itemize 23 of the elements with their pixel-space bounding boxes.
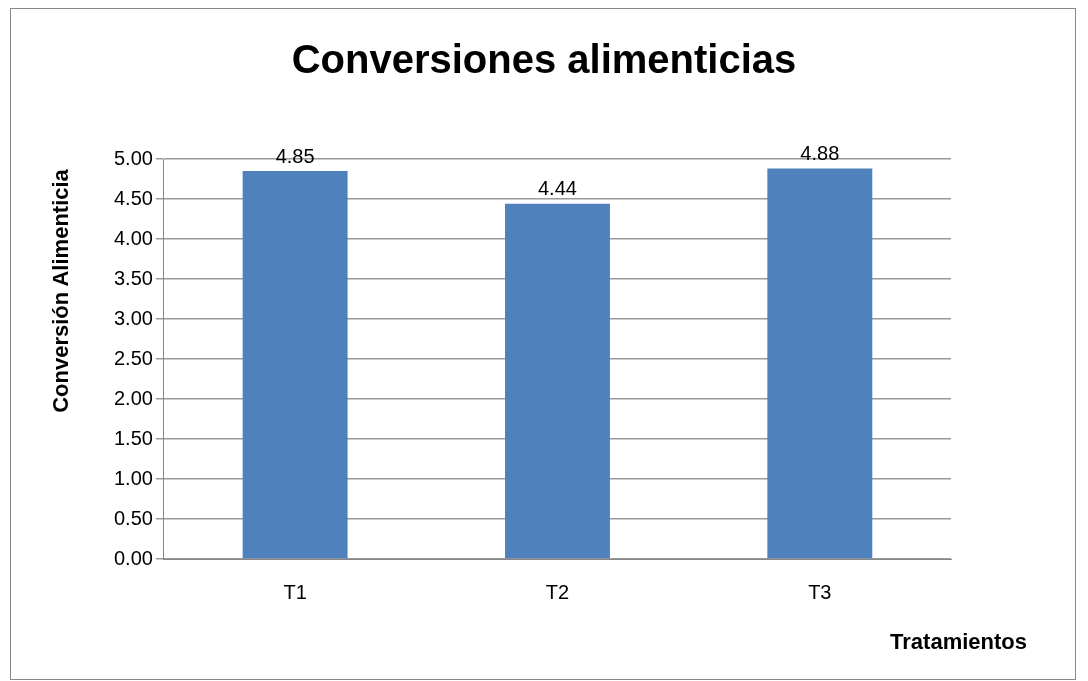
x-tick-label: T1 — [283, 580, 307, 603]
y-tick-label: 1.50 — [113, 426, 153, 449]
chart-title: Conversiones alimenticias — [290, 37, 798, 82]
data-label: 4.44 — [537, 177, 577, 200]
y-tick-label: 1.00 — [113, 466, 153, 489]
y-tick-label: 3.00 — [113, 306, 153, 329]
bar — [767, 168, 873, 559]
data-label: 4.88 — [800, 142, 840, 165]
y-tick-label: 4.00 — [113, 226, 153, 249]
data-label: 4.85 — [275, 144, 315, 167]
y-tick-label: 0.00 — [113, 546, 153, 569]
y-tick-label: 2.00 — [113, 386, 153, 409]
bar — [504, 203, 610, 559]
y-tick-label: 5.00 — [113, 146, 153, 169]
bar — [242, 171, 348, 559]
x-axis-title: Tratamientos — [890, 629, 1027, 655]
x-tick-label: T3 — [808, 580, 832, 603]
x-tick-label: T2 — [545, 580, 570, 603]
y-tick-label: 3.50 — [113, 266, 153, 289]
y-tick-label: 4.50 — [113, 186, 153, 209]
y-tick-label: 2.50 — [113, 346, 153, 369]
y-tick-label: 0.50 — [113, 506, 153, 529]
y-axis-title: Conversión Alimenticia — [48, 169, 74, 413]
